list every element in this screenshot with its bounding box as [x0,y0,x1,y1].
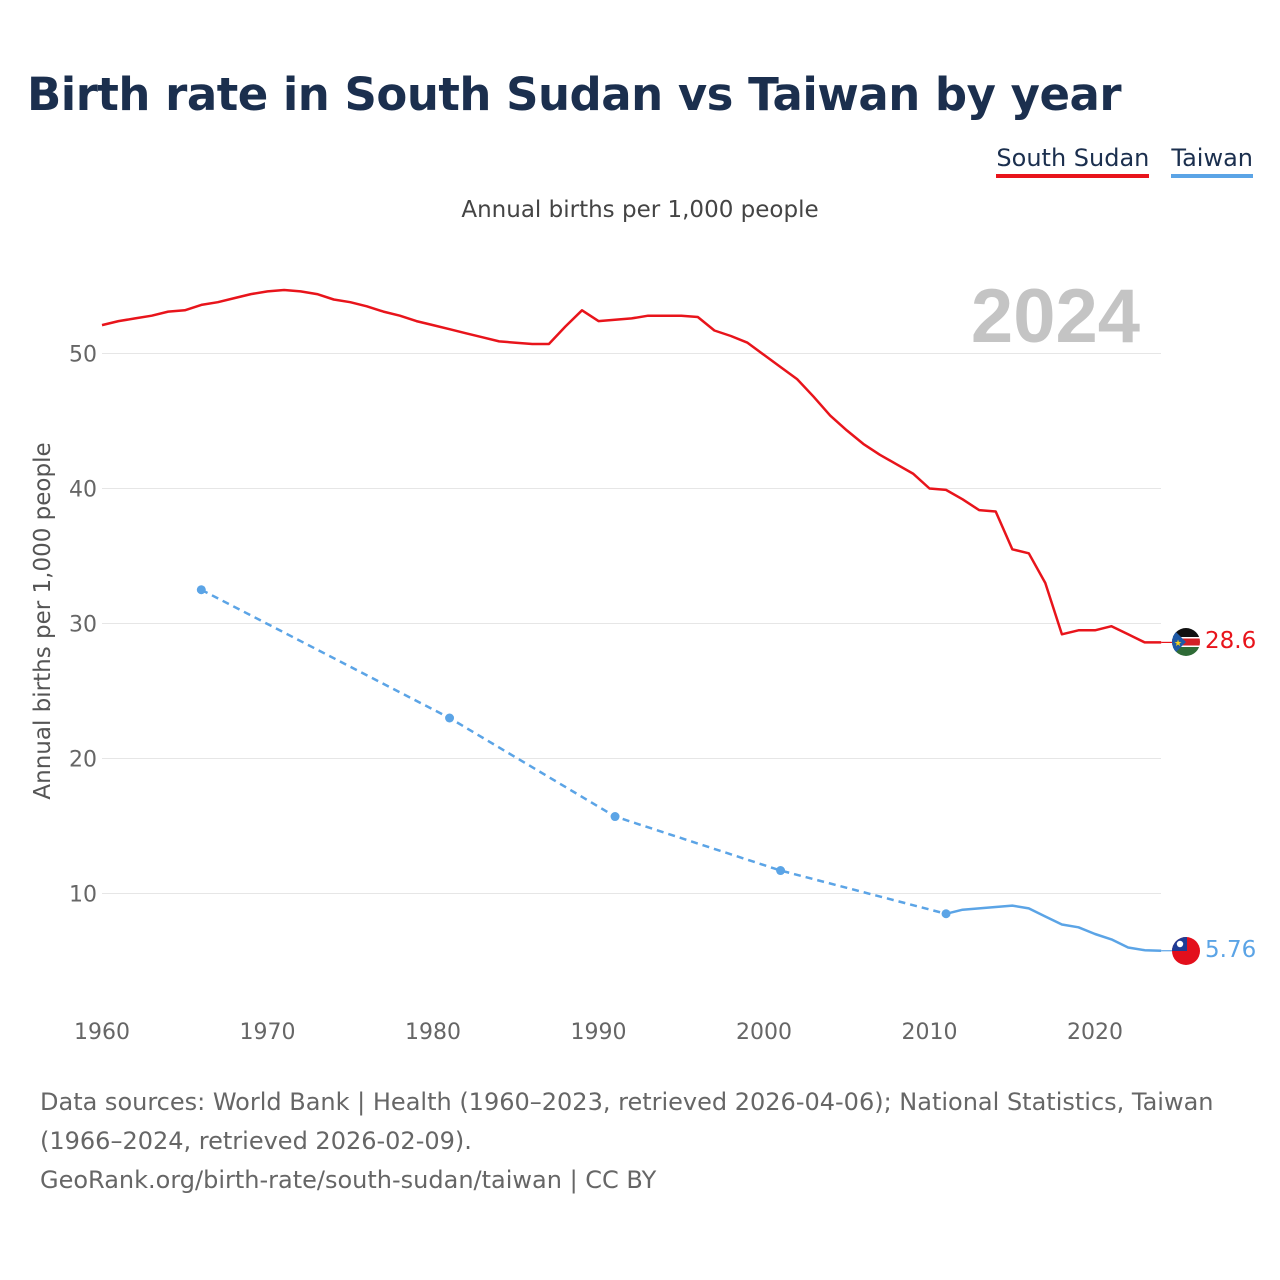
svg-text:★: ★ [1174,639,1182,649]
taiwan-point [941,909,951,919]
x-tick-label: 1980 [405,1020,461,1045]
legend: South Sudan Taiwan [996,144,1253,178]
footer: Data sources: World Bank | Health (1960–… [40,1083,1255,1200]
series-layer [101,288,1172,952]
chart-title: Birth rate in South Sudan vs Taiwan by y… [27,68,1122,121]
south-sudan-end-value: 28.6 [1205,628,1256,654]
taiwan-point [610,812,620,822]
x-tick-label: 2000 [736,1020,792,1045]
y-tick-label: 50 [69,343,97,368]
taiwan-point [776,866,786,876]
taiwan-flag-icon [1172,937,1200,965]
x-tick-label: 1970 [240,1020,296,1045]
chart-subtitle: Annual births per 1,000 people [461,197,819,223]
axes: 10 20 30 40 50 1960 1970 1980 1990 2000 2010 2020 [69,343,1123,1046]
data-sources: Data sources: World Bank | Health (1960–… [40,1088,1214,1155]
y-tick-label: 40 [69,478,97,503]
taiwan-end-value: 5.76 [1205,937,1256,963]
y-axis-label: Annual births per 1,000 people [30,442,56,799]
taiwan-line-dashed [200,588,947,916]
y-tick-label: 20 [69,748,97,773]
x-tick-label: 1960 [74,1020,130,1045]
legend-item-taiwan[interactable]: Taiwan [1171,144,1253,178]
taiwan-line-solid [945,904,1162,952]
south-sudan-line [101,288,1162,644]
y-tick-label: 10 [69,883,97,908]
year-watermark: 2024 [971,274,1140,359]
line-chart: 10 20 30 40 50 1960 1970 1980 1990 2000 2010 2020 2… [30,274,1256,1046]
source-link[interactable]: GeoRank.org/birth-rate/south-sudan/taiwa… [40,1166,657,1194]
taiwan-point [196,585,206,595]
taiwan-point [445,713,455,723]
legend-item-south-sudan[interactable]: South Sudan [996,144,1150,178]
y-tick-label: 30 [69,613,97,638]
x-tick-label: 1990 [571,1020,627,1045]
south-sudan-flag-icon: ★ [1172,628,1200,656]
x-tick-label: 2010 [902,1020,958,1045]
grid [102,353,1161,894]
x-tick-label: 2020 [1067,1020,1123,1045]
